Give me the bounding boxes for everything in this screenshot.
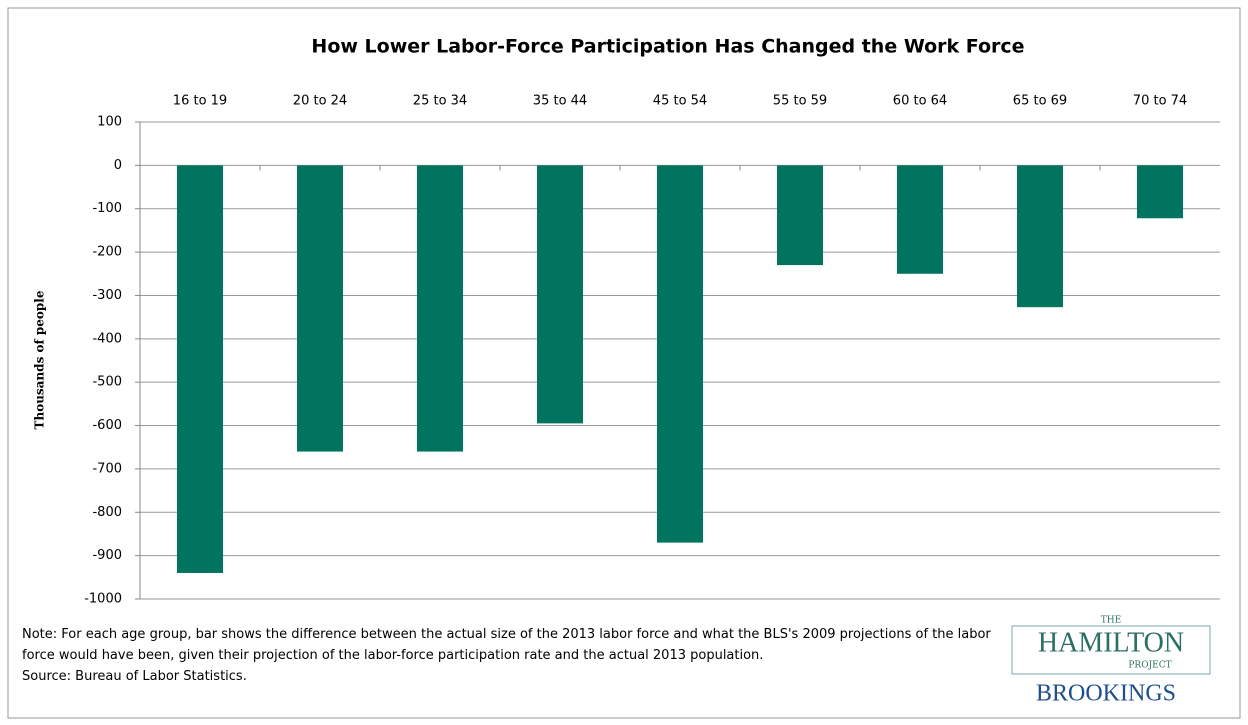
- logo-project: PROJECT: [1128, 661, 1171, 671]
- bar: [177, 165, 223, 573]
- logo-brookings: BROOKINGS: [1036, 681, 1176, 707]
- y-tick-label: -1000: [84, 592, 122, 607]
- bar: [1137, 165, 1183, 219]
- y-tick-label: 100: [97, 115, 122, 130]
- x-tick-label: 20 to 24: [293, 94, 347, 109]
- x-tick-label: 45 to 54: [653, 94, 707, 109]
- logo-box: [1011, 625, 1211, 675]
- source: Source: Bureau of Labor Statistics.: [22, 669, 247, 684]
- x-tick-label: 16 to 19: [173, 94, 227, 109]
- bar: [1017, 165, 1063, 308]
- bar: [417, 165, 463, 452]
- y-tick-label: -600: [92, 418, 122, 433]
- notes: Note: For each age group, bar shows the …: [22, 624, 992, 687]
- x-tick-label: 70 to 74: [1133, 94, 1187, 109]
- bar: [897, 165, 943, 274]
- logo: THE HAMILTON PROJECT BROOKINGS: [1011, 616, 1211, 707]
- bar: [297, 165, 343, 452]
- logo-hamilton: HAMILTON: [1038, 627, 1184, 658]
- bar: [537, 165, 583, 424]
- x-tick-label: 55 to 59: [773, 94, 827, 109]
- y-tick-label: -800: [92, 505, 122, 520]
- y-tick-label: -200: [92, 245, 122, 260]
- y-tick-label: -900: [92, 548, 122, 563]
- bar: [777, 165, 823, 266]
- frame: [7, 7, 1241, 719]
- x-tick-label: 65 to 69: [1013, 94, 1067, 109]
- x-tick-label: 25 to 34: [413, 94, 467, 109]
- note: Note: For each age group, bar shows the …: [22, 627, 991, 663]
- bar: [657, 165, 703, 543]
- y-tick-label: -500: [92, 375, 122, 390]
- x-tick-label: 60 to 64: [893, 94, 947, 109]
- y-tick-label: -300: [92, 288, 122, 303]
- x-tick-label: 35 to 44: [533, 94, 587, 109]
- y-tick-label: 0: [114, 158, 122, 173]
- y-tick-label: -100: [92, 201, 122, 216]
- chart-title: How Lower Labor-Force Participation Has …: [311, 36, 1024, 58]
- y-tick-label: -700: [92, 461, 122, 476]
- logo-the: THE: [1101, 616, 1121, 626]
- y-tick-label: -400: [92, 331, 122, 346]
- y-axis-label: Thousands of people: [33, 290, 47, 429]
